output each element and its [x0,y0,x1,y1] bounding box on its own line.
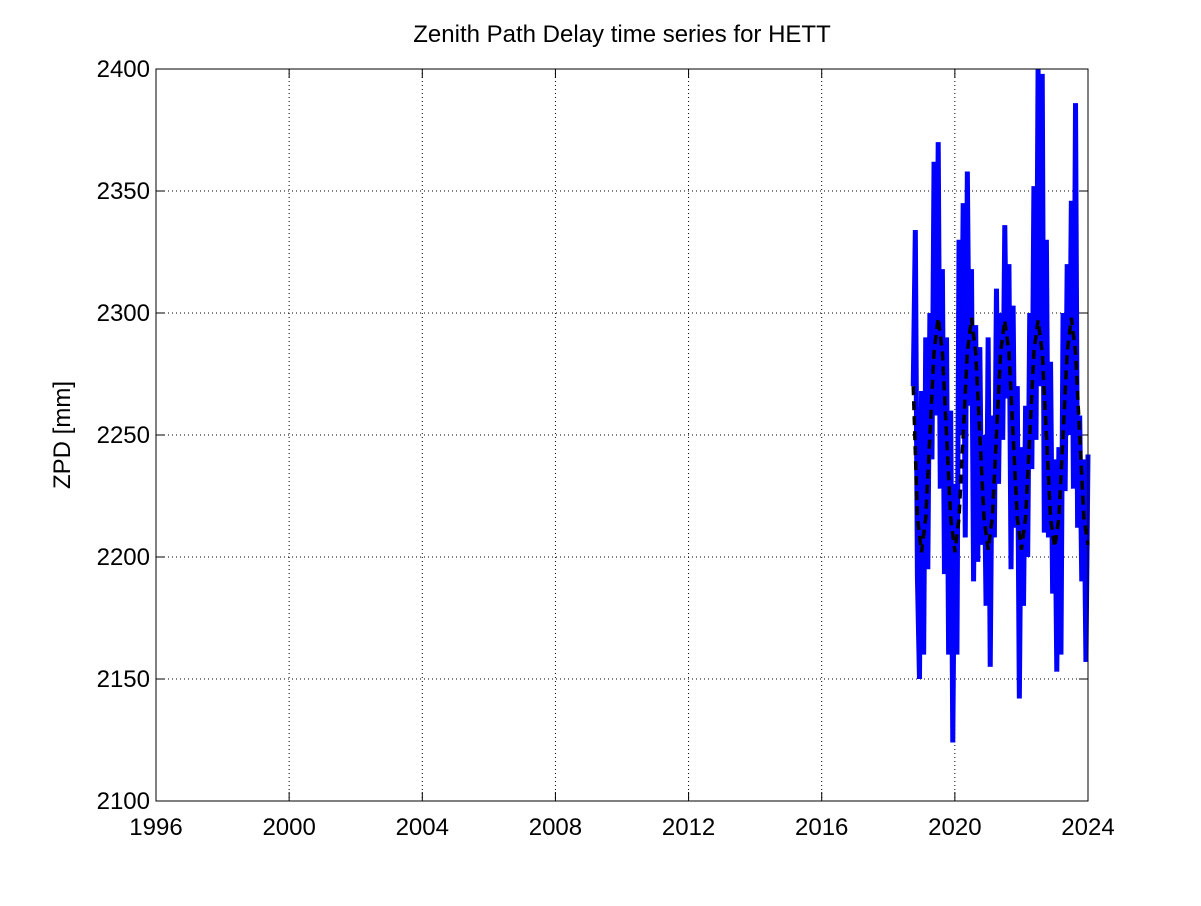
x-tick-label: 2020 [928,814,981,841]
y-tick-label: 2300 [97,300,150,327]
y-tick-label: 2400 [97,56,150,83]
plot-frame [155,68,1089,802]
chart-title: Zenith Path Delay time series for HETT [413,21,831,48]
y-tick-label: 2350 [97,178,150,205]
x-tick-label: 2024 [1061,814,1114,841]
y-axis-label: ZPD [mm] [49,381,76,489]
x-tick-label: 2012 [662,814,715,841]
x-tick-label: 2008 [529,814,582,841]
data-line [911,317,1090,553]
x-tick-label: 2016 [795,814,848,841]
y-tick-label: 2150 [97,666,150,693]
y-tick-label: 2200 [97,544,150,571]
data-line [910,68,1091,743]
y-tick-label: 2250 [97,422,150,449]
x-tick-label: 1996 [129,814,182,841]
x-tick-label: 2000 [262,814,315,841]
x-tick-label: 2004 [396,814,449,841]
y-tick-label: 2100 [97,788,150,815]
